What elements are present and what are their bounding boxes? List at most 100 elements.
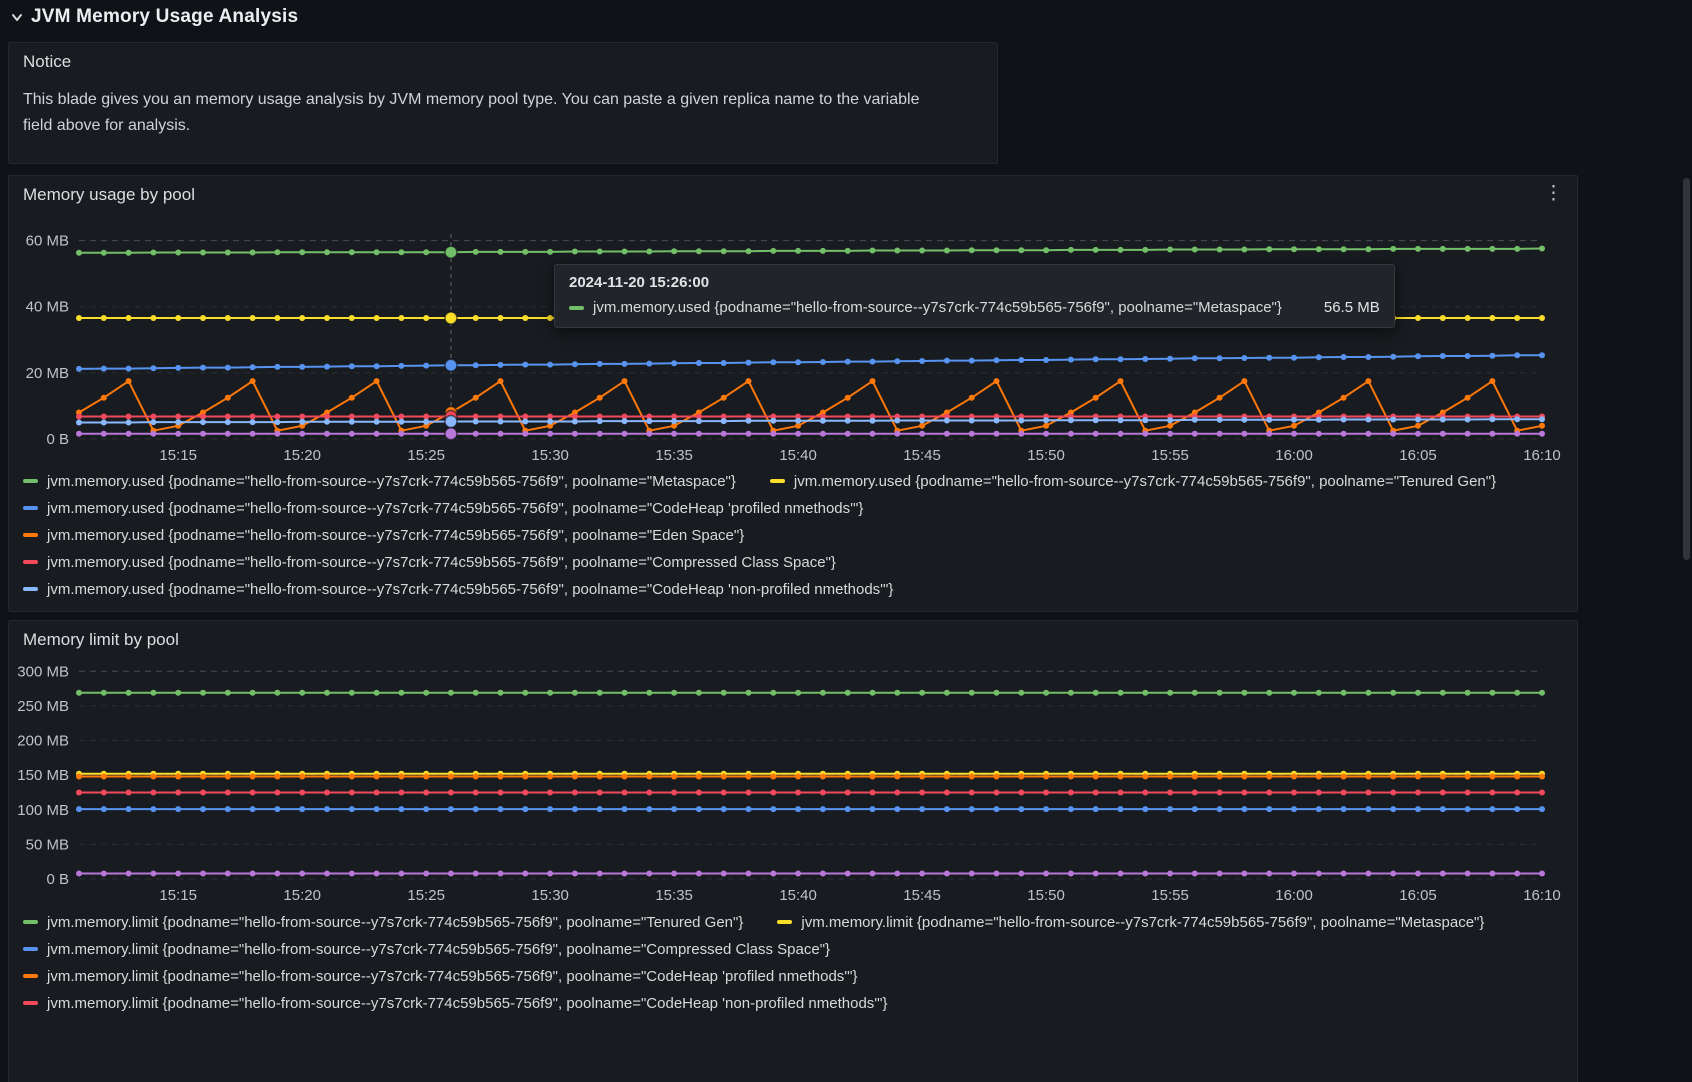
x-axis-tick-label: 15:20 [283,887,321,904]
series-point [1067,430,1074,437]
series-point [522,361,529,368]
legend-item[interactable]: jvm.memory.used {podname="hello-from-sou… [23,554,836,571]
legend-item[interactable]: jvm.memory.used {podname="hello-from-sou… [23,581,893,598]
series-point [1291,789,1297,796]
series-point [720,394,727,401]
series-point [621,378,628,385]
memory-usage-chart[interactable]: 0 B 20 MB 40 MB 60 MB 15:15 15:20 15:25 15:30 15… [17,216,1571,478]
dashboard-row-header[interactable]: JVM Memory Usage Analysis [10,3,298,31]
legend-item[interactable]: jvm.memory.limit {podname="hello-from-so… [777,914,1484,931]
series-point [1489,773,1496,780]
series-point [745,689,752,696]
series-point [348,806,355,813]
series-point [869,417,876,424]
series-point [1266,354,1273,361]
series-point [547,418,554,425]
legend-item[interactable]: jvm.memory.limit {podname="hello-from-so… [23,914,743,931]
series-point [547,430,554,437]
series-point [1390,806,1397,813]
legend-item[interactable]: jvm.memory.limit {podname="hello-from-so… [23,941,830,958]
memory-limit-panel-title[interactable]: Memory limit by pool [23,630,179,649]
series-point [224,430,231,437]
series-point [1018,357,1025,363]
series-point [472,689,479,696]
series-point [1117,806,1124,813]
series-point [447,806,454,813]
series-point [869,430,876,437]
row-collapse-chevron-icon[interactable] [10,10,24,24]
series-point [919,773,926,780]
memory-usage-panel: Memory usage by pool ⋮ 0 B 20 MB 40 MB 60 M… [8,175,1578,612]
series-point [1142,789,1149,796]
series-point [1291,422,1297,429]
series-point [1241,246,1248,253]
series-point [1266,246,1273,253]
series-point [621,789,628,796]
series-point [100,419,107,426]
series-point [100,870,107,877]
series-point [1241,689,1248,696]
series-point [1142,806,1149,813]
series-point [646,413,653,420]
legend-item[interactable]: jvm.memory.limit {podname="hello-from-so… [23,968,857,985]
series-point [993,773,1000,780]
series-point [993,870,1000,877]
series-point [1315,689,1322,696]
series-point [894,247,901,254]
series-point [1415,245,1421,252]
series-point [968,357,975,364]
series-point [844,773,851,780]
series-point [299,430,306,437]
legend-item[interactable]: jvm.memory.limit {podname="hello-from-so… [23,995,888,1012]
series-point [894,789,901,796]
legend-item[interactable]: jvm.memory.used {podname="hello-from-sou… [23,473,736,490]
series-point [720,789,727,796]
series-point [1291,870,1297,877]
x-axis-tick-label: 15:30 [531,887,569,904]
series-point [1365,430,1372,437]
series-point [1439,353,1446,359]
series-point [1464,416,1471,423]
series-point [274,419,281,426]
x-axis-tick-label: 16:05 [1399,447,1437,464]
series-point [1117,773,1124,780]
legend-series-swatch [23,920,38,924]
legend-item[interactable]: jvm.memory.used {podname="hello-from-sou… [23,500,863,517]
memory-limit-chart[interactable]: 0 B 50 MB 100 MB 150 MB 200 MB 250 MB 300 MB 15… [17,657,1571,913]
series-point [993,247,1000,254]
series-point [423,789,430,796]
legend-series-swatch [23,533,38,537]
series-point [472,413,479,420]
legend-row: jvm.memory.limit {podname="hello-from-so… [23,967,1563,985]
page-scrollbar-thumb[interactable] [1683,178,1690,560]
series-point [125,419,132,426]
series-point [324,430,330,437]
series-point [1514,430,1521,437]
series-point [1291,430,1297,437]
legend-item[interactable]: jvm.memory.used {podname="hello-from-sou… [23,527,744,544]
series-point [1216,394,1223,401]
panel-menu-icon[interactable]: ⋮ [1544,183,1563,204]
series-point [1539,806,1545,813]
series-point [993,417,1000,424]
series-point [795,247,802,254]
series-point [249,430,256,437]
series-point [1092,394,1099,401]
series-point [175,789,182,796]
series-point [919,417,926,424]
x-axis-tick-label: 15:35 [655,447,693,464]
series-point [720,689,727,696]
series-point [1489,315,1496,321]
series-point [1340,430,1347,437]
memory-usage-panel-title[interactable]: Memory usage by pool [23,185,195,204]
series-point [125,315,132,321]
series-point [1043,806,1050,813]
series-point [522,315,529,321]
legend-item[interactable]: jvm.memory.used {podname="hello-from-sou… [769,473,1496,490]
series-point [993,789,1000,796]
x-axis-tick-label: 15:20 [283,447,321,464]
tooltip-series-row: jvm.memory.used {podname="hello-from-sou… [569,299,1380,316]
series-point [175,315,182,321]
page-scrollbar[interactable] [1683,0,1690,1082]
